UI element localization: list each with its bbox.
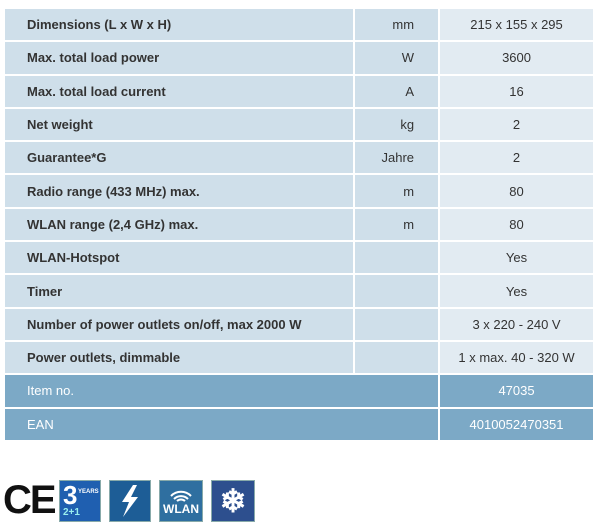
spec-unit: mm xyxy=(352,6,441,43)
spec-value: 80 xyxy=(438,173,595,209)
table-row: WLAN range (2,4 GHz) max. m 80 xyxy=(3,206,595,243)
spec-value: 2 xyxy=(438,140,595,176)
spec-unit xyxy=(352,339,441,376)
spec-value: Yes xyxy=(438,273,595,309)
table-row: Dimensions (L x W x H) mm 215 x 155 x 295 xyxy=(3,6,595,43)
wlan-icon: WLAN xyxy=(159,479,203,522)
spec-unit: m xyxy=(352,173,441,209)
spec-label: Radio range (433 MHz) max. xyxy=(3,173,355,209)
spec-unit: W xyxy=(352,40,441,76)
ean-value: 4010052470351 xyxy=(438,406,595,442)
spec-value: 16 xyxy=(438,73,595,109)
ce-mark: CE xyxy=(3,478,57,522)
spec-unit: Jahre xyxy=(352,140,441,176)
spec-unit: m xyxy=(352,206,441,243)
ean-row: EAN 4010052470351 xyxy=(2,406,595,442)
spec-table: Dimensions (L x W x H) mm 215 x 155 x 295 M… xyxy=(2,6,595,442)
spec-label: Max. total load power xyxy=(3,40,355,76)
spec-unit: kg xyxy=(352,106,441,143)
table-row: Max. total load power W 3600 xyxy=(3,40,595,76)
spec-label: Net weight xyxy=(3,106,355,143)
certification-icons: CE 3 YEARS 2+1 WLAN ❄ xyxy=(3,478,255,523)
spec-label: Power outlets, dimmable xyxy=(3,339,355,376)
spec-value: 2 xyxy=(438,106,595,143)
spec-label: WLAN-Hotspot xyxy=(3,240,355,276)
spec-value: 3 x 220 - 240 V xyxy=(438,306,595,342)
spec-value: 1 x max. 40 - 320 W xyxy=(438,339,595,376)
item-row: Item no. 47035 xyxy=(2,373,595,409)
table-row: Net weight kg 2 xyxy=(3,106,595,143)
spec-label: WLAN range (2,4 GHz) max. xyxy=(3,206,355,243)
spec-value: Yes xyxy=(438,240,595,276)
ean-label: EAN xyxy=(2,406,441,442)
spec-label: Dimensions (L x W x H) xyxy=(3,6,355,43)
table-row: Guarantee*G Jahre 2 xyxy=(3,140,595,176)
spec-label: Guarantee*G xyxy=(3,140,355,176)
item-value: 47035 xyxy=(438,373,595,409)
spec-unit xyxy=(352,306,441,342)
snowflake-icon: ❄ xyxy=(211,479,255,522)
table-row: Power outlets, dimmable 1 x max. 40 - 320… xyxy=(3,339,595,376)
spec-unit: A xyxy=(352,73,441,109)
spec-value: 80 xyxy=(438,206,595,243)
spec-label: Max. total load current xyxy=(3,73,355,109)
spec-value: 3600 xyxy=(438,40,595,76)
table-row: Timer Yes xyxy=(3,273,595,309)
spec-unit xyxy=(352,240,441,276)
table-row: Max. total load current A 16 xyxy=(3,73,595,109)
spec-label: Timer xyxy=(3,273,355,309)
lightning-icon xyxy=(109,479,151,522)
table-row: WLAN-Hotspot Yes xyxy=(3,240,595,276)
table-row: Radio range (433 MHz) max. m 80 xyxy=(3,173,595,209)
table-row: Number of power outlets on/off, max 2000… xyxy=(3,306,595,342)
warranty-icon: 3 YEARS 2+1 xyxy=(59,479,101,522)
spec-unit xyxy=(352,273,441,309)
spec-label: Number of power outlets on/off, max 2000… xyxy=(3,306,355,342)
item-label: Item no. xyxy=(2,373,441,409)
spec-value: 215 x 155 x 295 xyxy=(438,6,595,43)
